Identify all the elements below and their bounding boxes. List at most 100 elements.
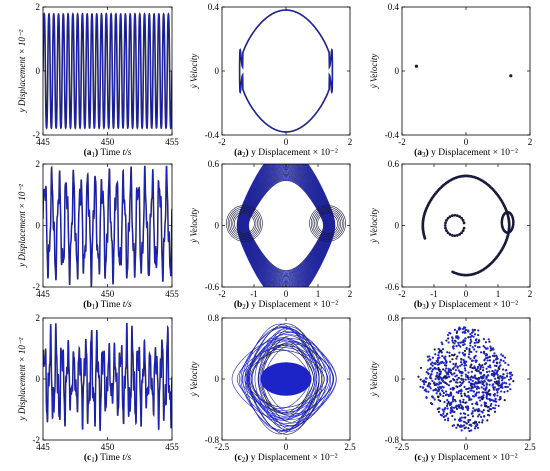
poincare-point (493, 352, 496, 355)
poincare-point (491, 354, 495, 357)
poincare-point (429, 367, 432, 370)
poincare-point (481, 397, 484, 401)
poincare-point (452, 347, 455, 350)
poincare-point (434, 353, 437, 356)
poincare-point (477, 333, 480, 337)
x-tick-label: 2 (528, 137, 533, 147)
poincare-point (439, 413, 442, 416)
x-tick-label: 445 (36, 289, 50, 299)
poincare-point (457, 377, 460, 380)
poincare-point (460, 406, 463, 410)
chaos-loop (242, 326, 320, 432)
poincare-point (448, 232, 452, 236)
panel-caption: (b1) Time t/s (83, 299, 132, 311)
poincare-point (449, 387, 452, 390)
poincare-point (476, 410, 480, 413)
poincare-point (487, 379, 490, 382)
torus-lobe-ring-1 (230, 209, 258, 237)
poincare-point (474, 393, 478, 396)
poincare-point (469, 344, 472, 347)
poincare-point (421, 380, 424, 383)
poincare-point (471, 328, 474, 331)
poincare-point (493, 392, 496, 396)
poincare-point (434, 367, 438, 370)
poincare-point (426, 368, 429, 371)
poincare-point (458, 215, 461, 219)
poincare-point (446, 351, 449, 354)
poincare-point (460, 429, 463, 432)
poincare-point (476, 345, 480, 349)
poincare-point (440, 378, 443, 381)
poincare-point (446, 412, 449, 415)
poincare-point (436, 390, 439, 393)
poincare-point (509, 388, 512, 391)
poincare-point (473, 348, 476, 351)
y-tick-label: 0.8 (388, 313, 400, 323)
x-tick-label: 455 (165, 137, 179, 147)
poincare-point (465, 395, 469, 398)
poincare-point (474, 339, 477, 342)
chaos-loop (257, 326, 322, 432)
poincare-point (442, 368, 445, 371)
torus-lobe-ring-1 (226, 205, 263, 242)
y-tick-label: 0 (215, 374, 220, 384)
poincare-point (488, 355, 491, 358)
poincare-point (478, 396, 481, 399)
poincare-point (469, 338, 472, 341)
poincare-point (427, 390, 430, 393)
poincare-point (503, 390, 506, 394)
y-tick-label: -0.6 (205, 282, 220, 292)
x-tick-label: -1 (430, 289, 438, 299)
series-line-highlight (43, 322, 172, 431)
poincare-point (455, 357, 458, 360)
y-tick-label: 0 (395, 374, 400, 384)
chaos-loop (231, 338, 334, 420)
poincare-point (447, 341, 450, 344)
poincare-point (470, 340, 473, 343)
poincare-point (456, 366, 459, 369)
poincare-point (442, 391, 445, 395)
poincare-point (458, 418, 461, 421)
poincare-point (455, 335, 458, 338)
chaos-loop (259, 341, 322, 417)
torus-lobe-ring-1 (227, 206, 262, 241)
poincare-point (501, 377, 504, 380)
poincare-point (468, 350, 471, 353)
poincare-point (490, 379, 493, 382)
poincare-point (455, 407, 459, 410)
poincare-point (451, 414, 454, 418)
x-tick-label: 455 (165, 289, 179, 299)
poincare-point (429, 373, 433, 376)
poincare-point (431, 379, 434, 383)
poincare-point (439, 372, 442, 375)
y-axis-label: y Displacement × 10⁻² (17, 29, 27, 113)
poincare-point (499, 397, 502, 400)
poincare-point (475, 350, 478, 353)
poincare-point (451, 410, 455, 413)
plot-area-c1 (43, 322, 172, 431)
poincare-point (489, 399, 492, 402)
poincare-point (438, 362, 441, 366)
poincare-point (450, 214, 454, 218)
poincare-point (470, 350, 473, 354)
poincare-point (494, 377, 497, 380)
poincare-point (493, 364, 496, 367)
poincare-point (482, 409, 485, 412)
poincare-point (475, 408, 478, 411)
poincare-point (498, 361, 501, 364)
poincare-point (462, 339, 465, 342)
poincare-point (471, 376, 475, 379)
y-tick-label: -0.4 (205, 130, 220, 140)
poincare-point (452, 366, 455, 369)
poincare-point (488, 383, 491, 386)
poincare-point (487, 409, 490, 413)
poincare-point (485, 377, 488, 380)
poincare-point (445, 229, 448, 233)
poincare-point (475, 359, 478, 362)
poincare-point (465, 364, 468, 367)
poincare-point (434, 362, 437, 365)
poincare-point (455, 381, 458, 384)
phase-orbit (238, 9, 334, 133)
poincare-point (462, 221, 466, 225)
poincare-point (453, 378, 456, 382)
